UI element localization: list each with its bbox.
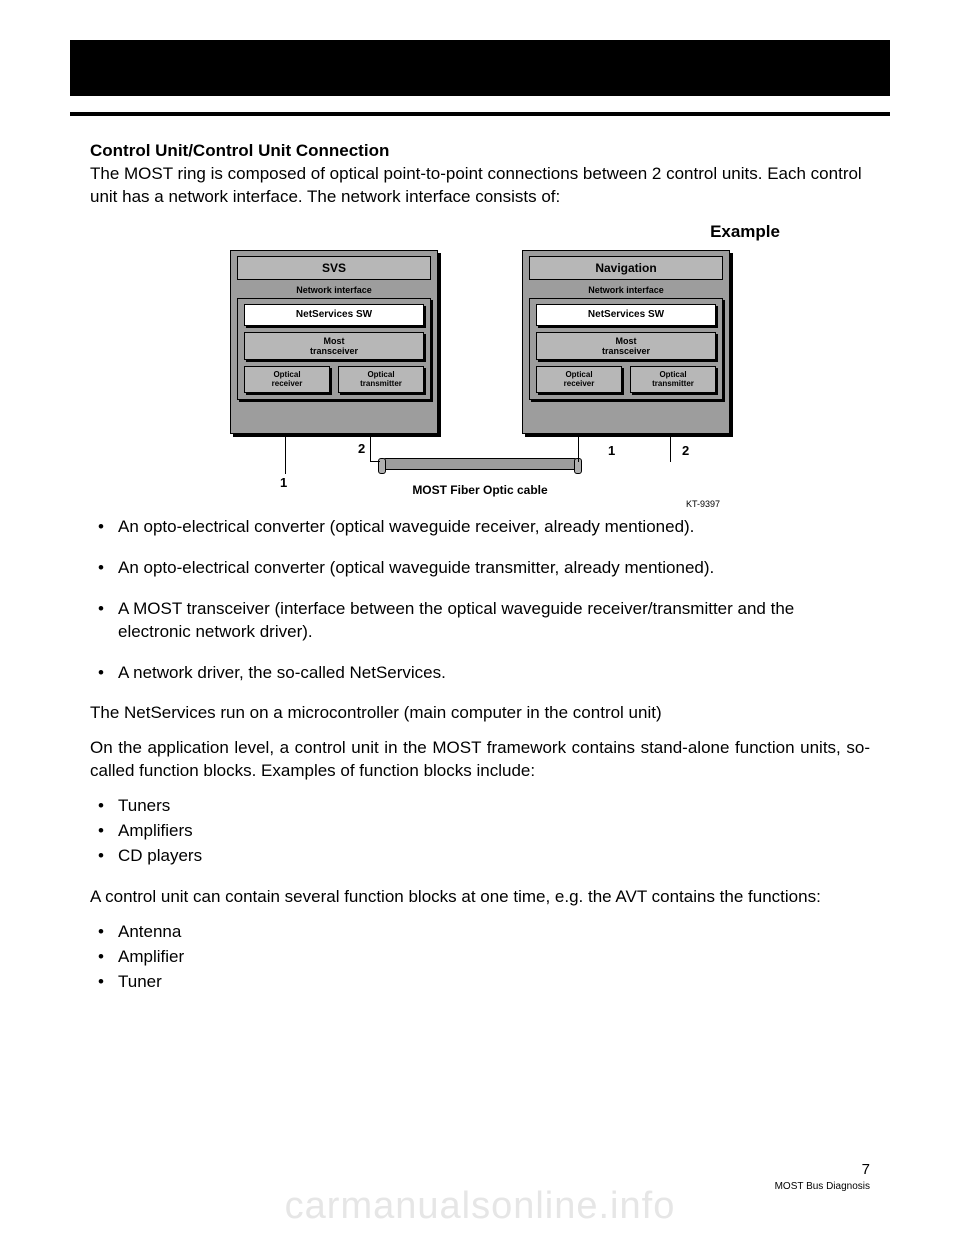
nav-netservices: NetServices SW	[536, 304, 716, 326]
bullet-3a: Antenna	[90, 921, 870, 944]
bullet-list-2: Tuners Amplifiers CD players	[90, 795, 870, 868]
lead-l2	[370, 434, 380, 462]
svs-optical-transmitter: Optical transmitter	[338, 366, 424, 392]
num-right-2: 2	[682, 442, 689, 460]
bullet-3b: Amplifier	[90, 946, 870, 969]
bullet-list-3: Antenna Amplifier Tuner	[90, 921, 870, 994]
lead-r2	[670, 434, 671, 462]
bullet-1d: A network driver, the so-called NetServi…	[90, 662, 870, 685]
svs-rx-l1: Optical	[273, 370, 300, 379]
nav-most-l2: transceiver	[602, 346, 650, 356]
num-left-2: 2	[358, 440, 365, 458]
bullet-2b: Amplifiers	[90, 820, 870, 843]
svs-ni-label: Network interface	[237, 284, 431, 296]
svs-ni-box: NetServices SW Most transceiver Optical …	[237, 298, 431, 400]
watermark: carmanualsonline.info	[0, 1185, 960, 1228]
diagram-container: SVS Network interface NetServices SW Mos…	[90, 248, 870, 508]
lead-r1	[578, 434, 579, 462]
nav-tx-l1: Optical	[659, 370, 686, 379]
svs-tx-l1: Optical	[367, 370, 394, 379]
unit-navigation: Navigation Network interface NetServices…	[522, 250, 730, 434]
svs-optical-receiver: Optical receiver	[244, 366, 330, 392]
paragraph-3: A control unit can contain several funct…	[90, 886, 870, 909]
bullet-2c: CD players	[90, 845, 870, 868]
bullet-list-1: An opto-electrical converter (optical wa…	[90, 516, 870, 685]
bullet-1b: An opto-electrical converter (optical wa…	[90, 557, 870, 580]
example-label: Example	[90, 221, 780, 244]
svs-tx-l2: transmitter	[360, 379, 402, 388]
most-diagram: SVS Network interface NetServices SW Mos…	[230, 248, 730, 508]
svs-rx-l2: receiver	[272, 379, 303, 388]
header-black-band	[70, 40, 890, 96]
nav-ni-box: NetServices SW Most transceiver Optical …	[529, 298, 723, 400]
cable-label: MOST Fiber Optic cable	[230, 482, 730, 498]
nav-rx-l2: receiver	[564, 379, 595, 388]
paragraph-1: The NetServices run on a microcontroller…	[90, 702, 870, 725]
section-heading: Control Unit/Control Unit Connection	[90, 141, 389, 160]
fiber-cable	[380, 458, 580, 470]
nav-title: Navigation	[529, 256, 723, 280]
nav-ni-label: Network interface	[529, 284, 723, 296]
bullet-1a: An opto-electrical converter (optical wa…	[90, 516, 870, 539]
svs-title: SVS	[237, 256, 431, 280]
intro-text: The MOST ring is composed of optical poi…	[90, 164, 862, 206]
paragraph-2: On the application level, a control unit…	[90, 737, 870, 783]
nav-most-l1: Most	[616, 336, 637, 346]
svs-netservices: NetServices SW	[244, 304, 424, 326]
nav-rx-l1: Optical	[565, 370, 592, 379]
diagram-ref: KT-9397	[686, 498, 720, 510]
unit-svs: SVS Network interface NetServices SW Mos…	[230, 250, 438, 434]
nav-tx-l2: transmitter	[652, 379, 694, 388]
num-right-1: 1	[608, 442, 615, 460]
header-rule	[70, 112, 890, 116]
bullet-3c: Tuner	[90, 971, 870, 994]
page-content: Control Unit/Control Unit Connection The…	[90, 140, 870, 1182]
page-number: 7	[862, 1161, 870, 1178]
nav-optical-receiver: Optical receiver	[536, 366, 622, 392]
lead-l1	[285, 434, 286, 474]
bullet-1c: A MOST transceiver (interface between th…	[90, 598, 870, 644]
nav-most-transceiver: Most transceiver	[536, 332, 716, 361]
bullet-2a: Tuners	[90, 795, 870, 818]
svs-most-l2: transceiver	[310, 346, 358, 356]
svs-most-l1: Most	[324, 336, 345, 346]
svs-most-transceiver: Most transceiver	[244, 332, 424, 361]
nav-optical-transmitter: Optical transmitter	[630, 366, 716, 392]
